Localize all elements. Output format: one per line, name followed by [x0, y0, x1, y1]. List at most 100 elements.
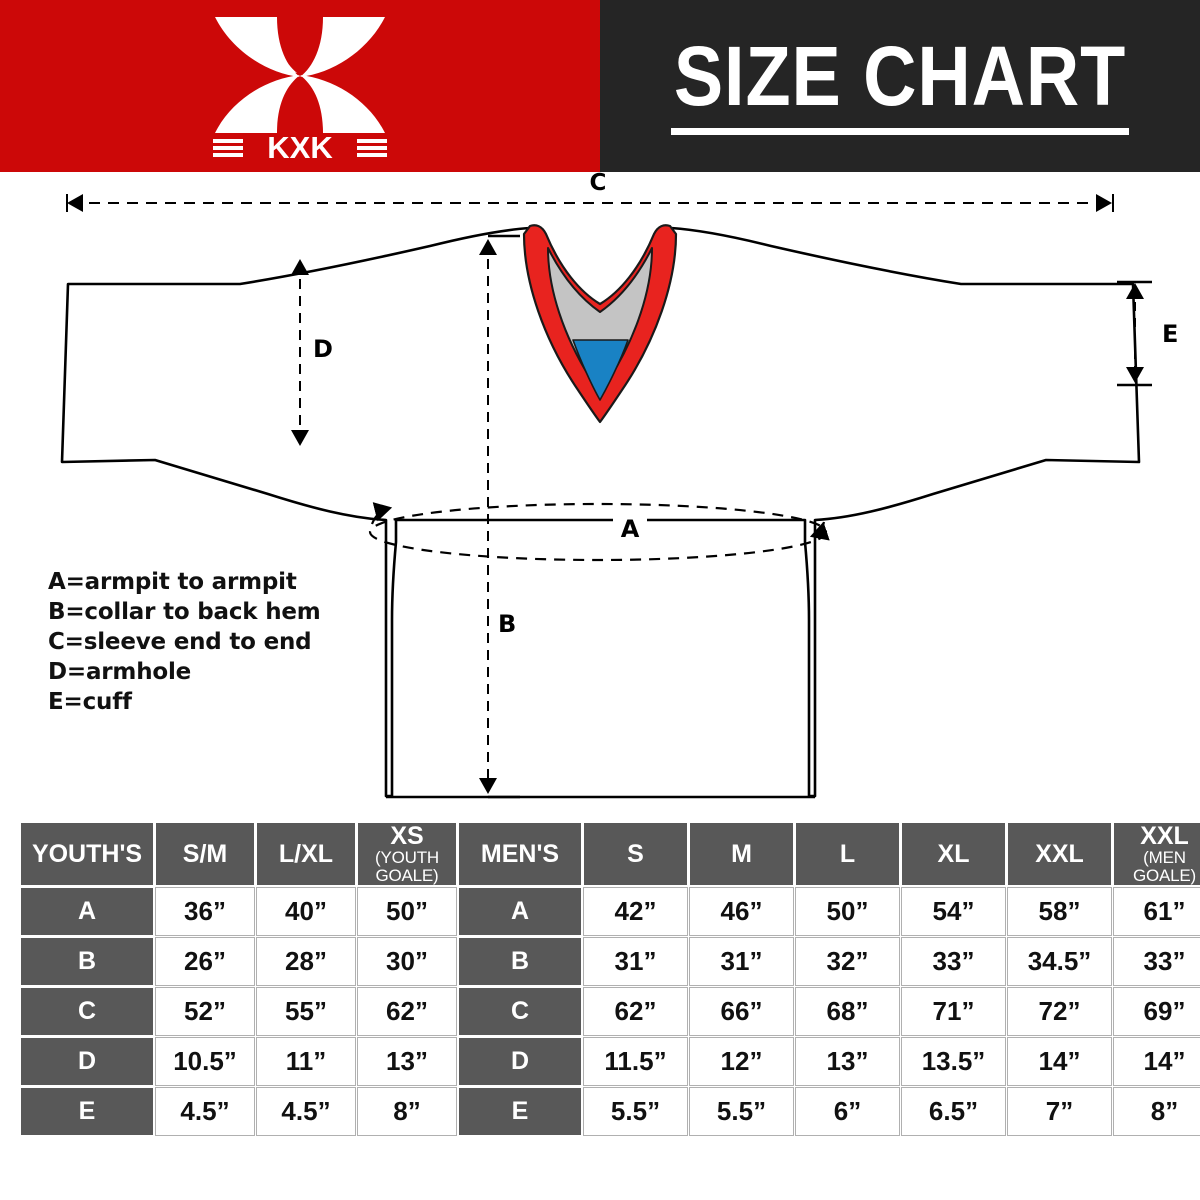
title-panel: SIZE CHART [600, 0, 1200, 172]
cell-men-a-xxl: 58” [1008, 887, 1111, 935]
cell-men-e-m: 5.5” [690, 1087, 793, 1135]
cell-men-b-xxl: 34.5” [1008, 937, 1111, 985]
header-youth-goalie-size: XS [390, 822, 424, 850]
dimension-a-label: A [621, 515, 640, 543]
header-youth-goalie: XS (YOUTH GOALE) [358, 823, 456, 885]
legend-item-b: B=collar to back hem [48, 598, 321, 625]
jersey-technical-drawing: C D B [60, 172, 1178, 799]
cell-youth-e-xs: 8” [358, 1087, 456, 1135]
header-youths: YOUTH'S [21, 823, 153, 885]
cell-men-a-l: 50” [796, 887, 899, 935]
dimension-d-label: D [313, 335, 333, 363]
title-underline-rule [671, 128, 1129, 135]
cell-men-e-goalie: 8” [1114, 1087, 1200, 1135]
cell-men-d-goalie: 14” [1114, 1037, 1200, 1085]
brand-panel: KXK [0, 0, 600, 172]
row-label-youth-b: B [21, 937, 153, 985]
dimension-a: A [368, 502, 830, 562]
row-label-youth-c: C [21, 987, 153, 1035]
cell-men-b-s: 31” [584, 937, 687, 985]
cell-men-d-xxl: 14” [1008, 1037, 1111, 1085]
dimension-e-label: E [1162, 320, 1178, 348]
cell-men-b-l: 32” [796, 937, 899, 985]
cell-men-c-xxl: 72” [1008, 987, 1111, 1035]
measurement-legend: A=armpit to armpit B=collar to back hem … [48, 568, 321, 717]
table-row: E 4.5” 4.5” 8” E 5.5” 5.5” 6” 6.5” 7” 8” [21, 1087, 1200, 1135]
dimension-b: B [479, 234, 520, 799]
cell-men-a-goalie: 61” [1114, 887, 1200, 935]
table-header-row: YOUTH'S S/M L/XL XS (YOUTH GOALE) MEN'S … [21, 823, 1200, 885]
cell-men-b-xl: 33” [902, 937, 1005, 985]
cell-men-a-xl: 54” [902, 887, 1005, 935]
cell-youth-a-sm: 36” [156, 887, 254, 935]
cell-men-d-xl: 13.5” [902, 1037, 1005, 1085]
cell-youth-e-sm: 4.5” [156, 1087, 254, 1135]
row-label-youth-a: A [21, 887, 153, 935]
row-label-youth-d: D [21, 1037, 153, 1085]
legend-item-c: C=sleeve end to end [48, 628, 312, 655]
cell-men-a-m: 46” [690, 887, 793, 935]
cell-youth-e-lxl: 4.5” [257, 1087, 355, 1135]
collar-tip [572, 339, 629, 401]
jersey-diagram: C D B [0, 172, 1200, 818]
dimension-e: E [1117, 280, 1178, 387]
cell-men-b-m: 31” [690, 937, 793, 985]
cell-youth-b-sm: 26” [156, 937, 254, 985]
cell-men-c-m: 66” [690, 987, 793, 1035]
cell-men-d-s: 11.5” [584, 1037, 687, 1085]
cell-men-d-l: 13” [796, 1037, 899, 1085]
cell-men-a-s: 42” [584, 887, 687, 935]
kxk-hourglass-logo-icon: KXK [213, 17, 387, 161]
cell-youth-a-xs: 50” [358, 887, 456, 935]
header-men-xl: XL [902, 823, 1005, 885]
header-men-s: S [584, 823, 687, 885]
kxk-wordmark: KXK [267, 130, 333, 161]
row-label-youth-e: E [21, 1087, 153, 1135]
size-table: YOUTH'S S/M L/XL XS (YOUTH GOALE) MEN'S … [18, 820, 1200, 1138]
cell-youth-a-lxl: 40” [257, 887, 355, 935]
cell-youth-d-xs: 13” [358, 1037, 456, 1085]
row-label-men-d: D [459, 1037, 581, 1085]
legend-item-a: A=armpit to armpit [48, 569, 297, 595]
row-label-men-c: C [459, 987, 581, 1035]
page-title: SIZE CHART [643, 34, 1157, 118]
cell-men-c-xl: 71” [902, 987, 1005, 1035]
kxk-logo: KXK [205, 11, 395, 161]
jersey-outline [60, 226, 1141, 798]
cell-youth-c-xs: 62” [358, 987, 456, 1035]
dimension-b-label: B [498, 610, 516, 638]
dimension-d: D [291, 259, 333, 446]
cell-men-c-s: 62” [584, 987, 687, 1035]
header-men-xxl: XXL [1008, 823, 1111, 885]
cell-men-c-goalie: 69” [1114, 987, 1200, 1035]
row-label-men-a: A [459, 887, 581, 935]
table-row: A 36” 40” 50” A 42” 46” 50” 54” 58” 61” [21, 887, 1200, 935]
table-row: C 52” 55” 62” C 62” 66” 68” 71” 72” 69” [21, 987, 1200, 1035]
cell-youth-b-lxl: 28” [257, 937, 355, 985]
cell-men-d-m: 12” [690, 1037, 793, 1085]
cell-youth-c-lxl: 55” [257, 987, 355, 1035]
dimension-c: C [66, 172, 1114, 212]
row-label-men-b: B [459, 937, 581, 985]
header-men-goalie-note: (MEN GOALE) [1132, 848, 1197, 885]
cell-men-e-l: 6” [796, 1087, 899, 1135]
legend-item-e: E=cuff [48, 688, 132, 715]
cell-men-e-s: 5.5” [584, 1087, 687, 1135]
header-youth-lxl: L/XL [257, 823, 355, 885]
header-men-goalie-size: XXL [1140, 822, 1189, 850]
cell-men-e-xxl: 7” [1008, 1087, 1111, 1135]
header-mens: MEN'S [459, 823, 581, 885]
cell-youth-d-sm: 10.5” [156, 1037, 254, 1085]
dimension-c-label: C [590, 172, 607, 196]
cell-youth-b-xs: 30” [358, 937, 456, 985]
cell-men-b-goalie: 33” [1114, 937, 1200, 985]
header-men-goalie: XXL (MEN GOALE) [1114, 823, 1200, 885]
header-youth-sm: S/M [156, 823, 254, 885]
table-row: D 10.5” 11” 13” D 11.5” 12” 13” 13.5” 14… [21, 1037, 1200, 1085]
size-table-container: YOUTH'S S/M L/XL XS (YOUTH GOALE) MEN'S … [18, 820, 1200, 1138]
cell-youth-d-lxl: 11” [257, 1037, 355, 1085]
header-youth-goalie-note: (YOUTH GOALE) [375, 848, 439, 885]
page-header: KXK SIZE CHART [0, 0, 1200, 172]
header-men-l: L [796, 823, 899, 885]
